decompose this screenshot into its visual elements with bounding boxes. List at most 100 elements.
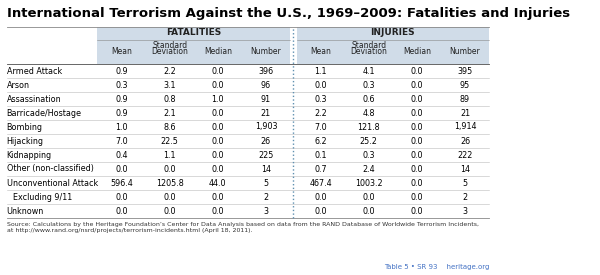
Text: 44.0: 44.0 [209, 178, 227, 188]
Text: Armed Attack: Armed Attack [7, 67, 62, 76]
Text: 0.0: 0.0 [163, 192, 176, 202]
Text: 2.1: 2.1 [163, 109, 176, 117]
Text: 7.0: 7.0 [314, 122, 327, 131]
Text: 0.0: 0.0 [410, 81, 423, 89]
Text: 22.5: 22.5 [161, 136, 179, 145]
Text: 4.8: 4.8 [362, 109, 375, 117]
Text: 26: 26 [460, 136, 470, 145]
Text: 395: 395 [457, 67, 473, 76]
Text: 0.1: 0.1 [314, 150, 327, 160]
Bar [97, 27, 290, 40]
Bar [97, 40, 290, 64]
Text: 8.6: 8.6 [163, 122, 176, 131]
Text: 1003.2: 1003.2 [355, 178, 383, 188]
Text: Number: Number [449, 47, 481, 56]
Text: 0.0: 0.0 [410, 67, 423, 76]
Text: 1.0: 1.0 [115, 122, 128, 131]
Text: 0.6: 0.6 [362, 95, 375, 103]
Text: INJURIES: INJURIES [371, 28, 415, 37]
Text: 121.8: 121.8 [358, 122, 380, 131]
Text: 91: 91 [261, 95, 271, 103]
Text: 2: 2 [263, 192, 268, 202]
Text: 5: 5 [463, 178, 467, 188]
Text: 0.3: 0.3 [362, 81, 375, 89]
Text: 1205.8: 1205.8 [156, 178, 184, 188]
Text: 1.0: 1.0 [212, 95, 224, 103]
Text: 0.0: 0.0 [314, 81, 327, 89]
Text: 0.0: 0.0 [212, 136, 224, 145]
Text: 2.4: 2.4 [362, 164, 375, 174]
Text: 0.0: 0.0 [410, 109, 423, 117]
Text: 225: 225 [258, 150, 274, 160]
Text: 0.3: 0.3 [314, 95, 327, 103]
Text: 0.0: 0.0 [212, 207, 224, 216]
Text: 3: 3 [463, 207, 467, 216]
Text: 0.0: 0.0 [410, 207, 423, 216]
Text: 0.0: 0.0 [314, 207, 327, 216]
Text: 396: 396 [259, 67, 274, 76]
Text: 14: 14 [261, 164, 271, 174]
Text: 4.1: 4.1 [362, 67, 375, 76]
Text: 0.0: 0.0 [115, 192, 128, 202]
Text: Arson: Arson [7, 81, 29, 89]
Text: Deviation: Deviation [350, 47, 387, 56]
Text: Bombing: Bombing [7, 122, 43, 131]
Text: 89: 89 [460, 95, 470, 103]
Text: 0.0: 0.0 [362, 207, 375, 216]
Text: Assassination: Assassination [7, 95, 61, 103]
Text: 0.3: 0.3 [362, 150, 375, 160]
Text: Standard: Standard [351, 41, 386, 50]
Text: 0.9: 0.9 [115, 95, 128, 103]
Text: 0.0: 0.0 [212, 164, 224, 174]
Text: Other (non-classified): Other (non-classified) [7, 164, 94, 174]
Bar [296, 40, 489, 64]
Text: Hijacking: Hijacking [7, 136, 44, 145]
Text: 0.9: 0.9 [115, 67, 128, 76]
Text: 0.9: 0.9 [115, 109, 128, 117]
Text: 2: 2 [463, 192, 467, 202]
Text: 0.0: 0.0 [410, 192, 423, 202]
Text: 26: 26 [261, 136, 271, 145]
Text: 14: 14 [460, 164, 470, 174]
Text: 2.2: 2.2 [163, 67, 176, 76]
Text: 0.0: 0.0 [410, 136, 423, 145]
Text: 21: 21 [460, 109, 470, 117]
Text: 0.3: 0.3 [115, 81, 128, 89]
Bar [296, 27, 489, 40]
Text: 2.2: 2.2 [314, 109, 327, 117]
Text: 1.1: 1.1 [163, 150, 176, 160]
Text: International Terrorism Against the U.S., 1969–2009: Fatalities and Injuries: International Terrorism Against the U.S.… [7, 7, 570, 20]
Text: 1.1: 1.1 [314, 67, 327, 76]
Text: 3: 3 [263, 207, 268, 216]
Text: 0.0: 0.0 [212, 81, 224, 89]
Text: 0.0: 0.0 [212, 122, 224, 131]
Text: 0.0: 0.0 [362, 192, 375, 202]
Text: Deviation: Deviation [151, 47, 188, 56]
Text: 3.1: 3.1 [163, 81, 176, 89]
Text: 0.0: 0.0 [212, 67, 224, 76]
Text: 0.0: 0.0 [410, 95, 423, 103]
Text: Number: Number [251, 47, 281, 56]
Text: Standard: Standard [152, 41, 187, 50]
Text: Mean: Mean [111, 47, 132, 56]
Text: Median: Median [204, 47, 232, 56]
Text: 0.0: 0.0 [212, 150, 224, 160]
Text: 0.0: 0.0 [115, 207, 128, 216]
Text: Unknown: Unknown [7, 207, 44, 216]
Text: Unconventional Attack: Unconventional Attack [7, 178, 98, 188]
Text: Table 5 • SR 93    heritage.org: Table 5 • SR 93 heritage.org [383, 264, 489, 270]
Text: 1,914: 1,914 [454, 122, 476, 131]
Text: Kidnapping: Kidnapping [7, 150, 52, 160]
Text: 96: 96 [261, 81, 271, 89]
Text: 0.0: 0.0 [212, 192, 224, 202]
Text: Source: Calculations by the Heritage Foundation’s Center for Data Analysis based: Source: Calculations by the Heritage Fou… [7, 222, 479, 233]
Text: Excluding 9/11: Excluding 9/11 [13, 192, 73, 202]
Text: 0.7: 0.7 [314, 164, 327, 174]
Text: 0.0: 0.0 [163, 164, 176, 174]
Text: 596.4: 596.4 [110, 178, 133, 188]
Text: 6.2: 6.2 [314, 136, 327, 145]
Text: 0.0: 0.0 [410, 178, 423, 188]
Text: 0.0: 0.0 [115, 164, 128, 174]
Text: 0.0: 0.0 [410, 164, 423, 174]
Text: 467.4: 467.4 [310, 178, 332, 188]
